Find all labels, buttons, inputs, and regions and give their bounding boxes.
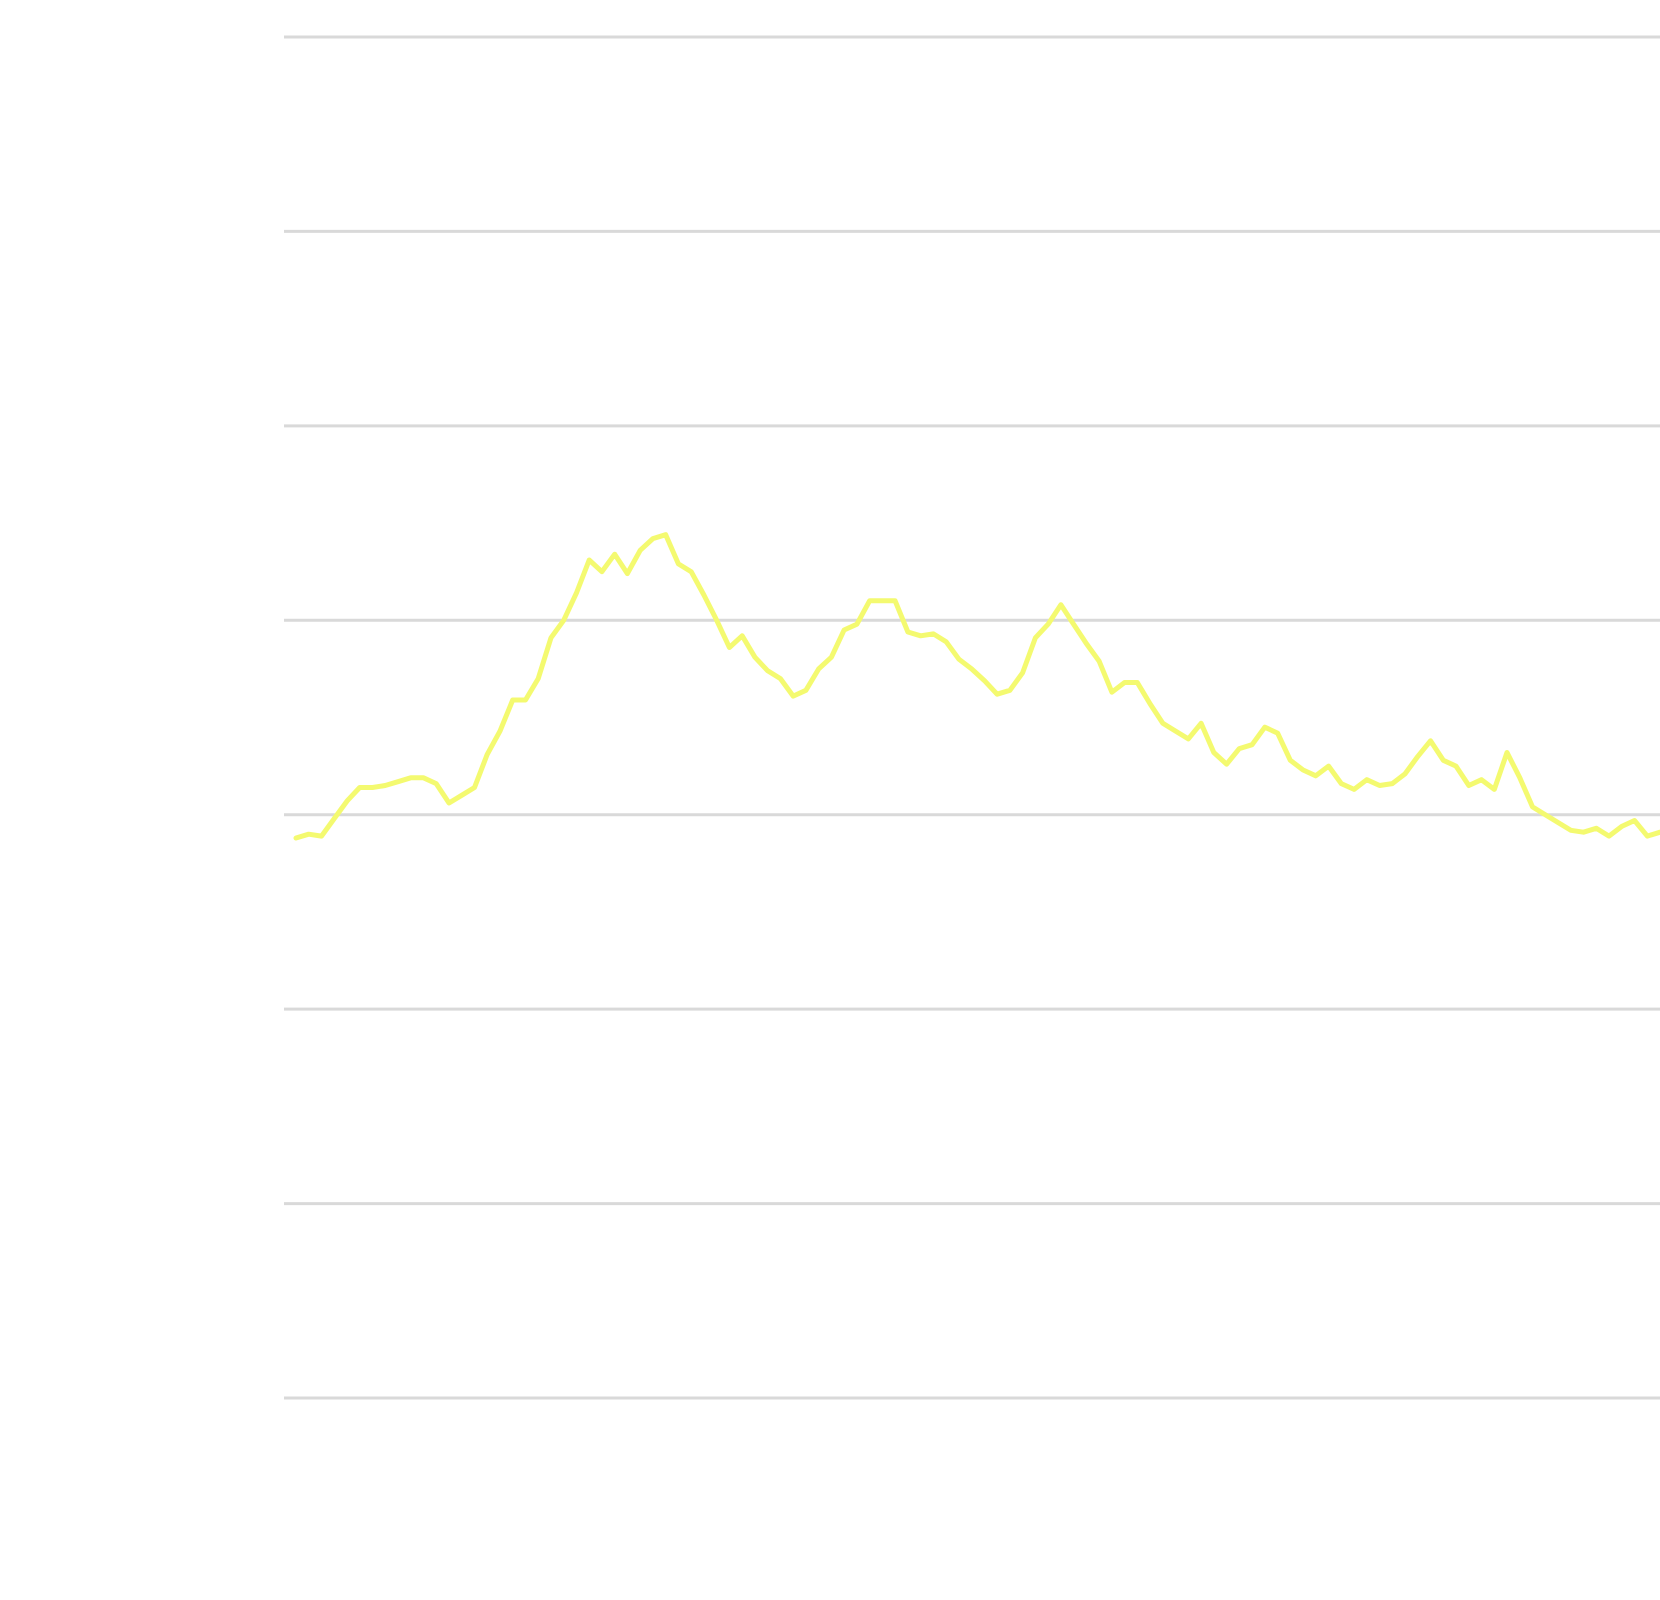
data-line	[293, 532, 1660, 841]
